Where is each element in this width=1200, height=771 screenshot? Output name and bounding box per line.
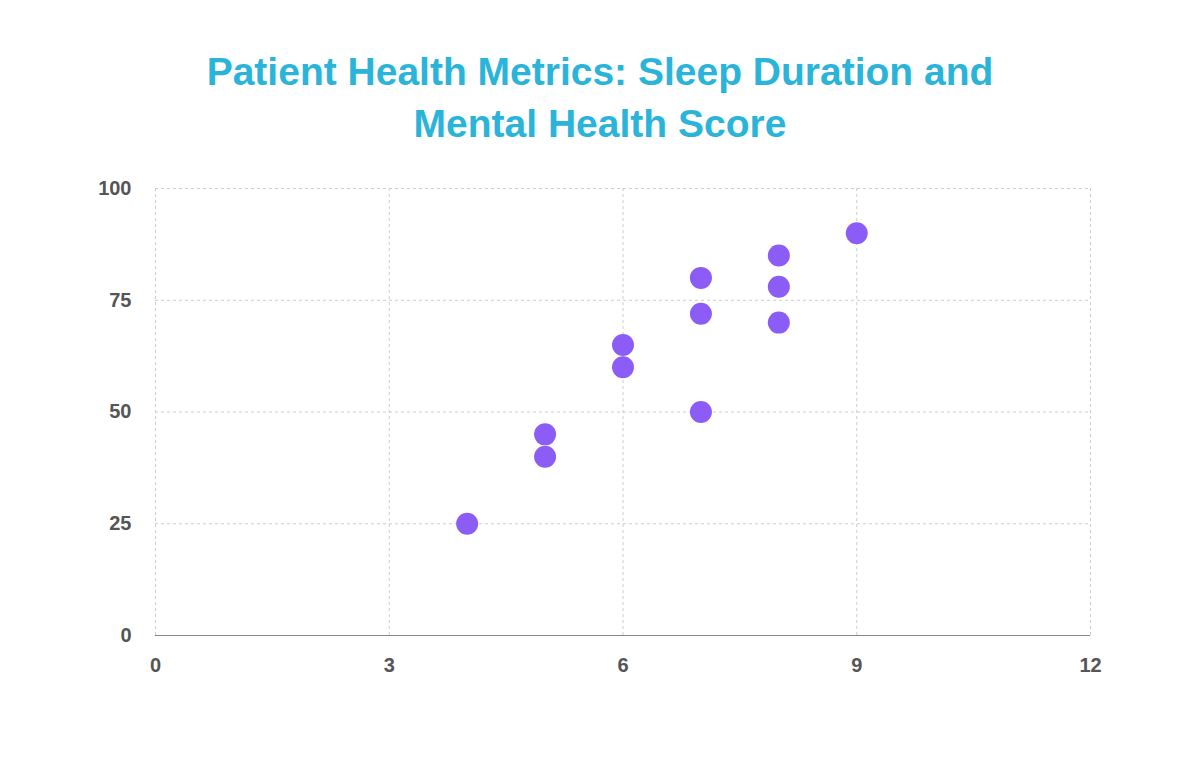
- svg-text:25: 25: [109, 512, 131, 534]
- svg-text:50: 50: [109, 400, 131, 422]
- html-text:Patient Health Metrics: Sleep: Patient Health Metrics: Sleep Duration a…: [206, 50, 994, 145]
- svg-text:12: 12: [1079, 654, 1101, 676]
- svg-text:6: 6: [617, 654, 628, 676]
- svg-text:0: 0: [120, 624, 131, 646]
- svg-text:9: 9: [851, 654, 862, 676]
- svg-text:100: 100: [98, 177, 131, 199]
- svg-text:3: 3: [384, 654, 395, 676]
- svg-text:75: 75: [109, 289, 131, 311]
- svg-text:0: 0: [150, 654, 161, 676]
